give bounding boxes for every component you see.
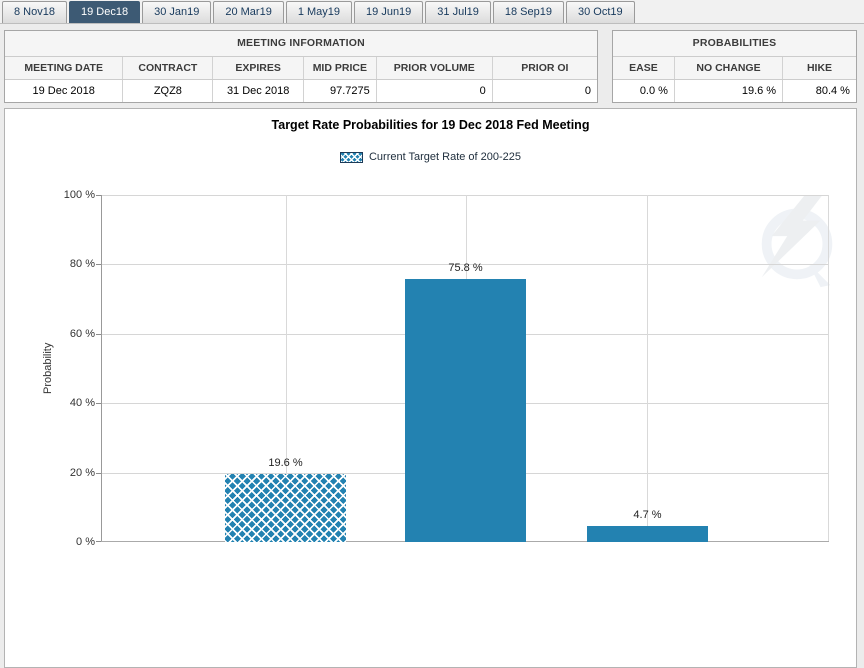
ymark-60 [96, 334, 101, 335]
tab-8-nov18[interactable]: 8 Nov18 [2, 1, 67, 23]
meeting-information-title: MEETING INFORMATION [5, 31, 597, 57]
gridline-80 [101, 264, 829, 265]
col-meeting-date: MEETING DATE [5, 57, 124, 79]
col-no-change: NO CHANGE [675, 57, 784, 79]
tab-18-sep19[interactable]: 18 Sep19 [492, 1, 564, 23]
bar-value-label: 75.8 % [448, 261, 483, 274]
value-mid-price: 97.7275 [304, 80, 377, 102]
value-contract: ZQZ8 [123, 80, 214, 102]
col-mid-price: MID PRICE [304, 57, 377, 79]
probabilities-title: PROBABILITIES [613, 31, 856, 57]
ymark-100 [96, 195, 101, 196]
legend-crosshatch-swatch-icon [339, 151, 363, 163]
summary-tables-row: MEETING INFORMATION MEETING DATE CONTRAC… [4, 30, 857, 103]
bar-value-label: 19.6 % [268, 457, 303, 469]
col-contract: CONTRACT [123, 57, 214, 79]
chart-title: Target Rate Probabilities for 19 Dec 201… [271, 118, 590, 132]
tab-19-dec18[interactable]: 19 Dec18 [68, 1, 141, 23]
col-prior-oi: PRIOR OI [521, 62, 569, 74]
meeting-date-tabbar: 8 Nov18 19 Dec18 30 Jan19 20 Mar19 1 May… [0, 0, 864, 24]
y-axis-line [101, 195, 102, 542]
plot-area: 19.6 % 75.8 % 4.7 % [96, 195, 829, 542]
bar-group-2: 75.8 % [405, 195, 526, 542]
bar-group-3: 4.7 % [587, 195, 708, 542]
bar-group-current-target: 19.6 % [225, 195, 346, 542]
gridline-100 [101, 195, 829, 196]
chart-legend: Current Target Rate of 200-225 [5, 150, 856, 164]
value-ease: 0.0 % [613, 80, 675, 102]
ymark-20 [96, 473, 101, 474]
meeting-information-header-row: MEETING DATE CONTRACT EXPIRES MID PRICE … [5, 57, 597, 80]
value-expires: 31 Dec 2018 [213, 80, 304, 102]
tab-1-may19[interactable]: 1 May19 [285, 1, 353, 23]
col-ease: EASE [613, 57, 675, 79]
ytick-80: 80 % [69, 258, 95, 270]
value-prior-oi: 0 [584, 85, 591, 97]
y-axis-title: Probability [42, 342, 54, 395]
ymark-40 [96, 403, 101, 404]
chart-panel: Target Rate Probabilities for 19 Dec 201… [4, 108, 857, 668]
value-no-change: 19.6 % [675, 80, 784, 102]
tab-30-oct19[interactable]: 30 Oct19 [566, 1, 635, 23]
probabilities-table: PROBABILITIES EASE NO CHANGE HIKE 0.0 % … [612, 30, 857, 103]
legend-label: Current Target Rate of 200-225 [368, 151, 522, 163]
col-hike: HIKE [806, 62, 833, 74]
meeting-information-table: MEETING INFORMATION MEETING DATE CONTRAC… [4, 30, 598, 103]
tab-31-jul19[interactable]: 31 Jul19 [425, 1, 491, 23]
probabilities-value-row: 0.0 % 19.6 % 80.4 % [613, 80, 856, 102]
ytick-40: 40 % [69, 397, 95, 409]
col-prior-volume: PRIOR VOLUME [377, 57, 493, 79]
ymark-0 [96, 541, 101, 542]
col-expires: EXPIRES [213, 57, 304, 79]
tab-20-mar19[interactable]: 20 Mar19 [213, 1, 284, 23]
ytick-20: 20 % [69, 467, 95, 479]
ytick-100: 100 % [63, 189, 95, 201]
bar-3[interactable] [587, 525, 708, 542]
vgridline-right-edge [828, 195, 829, 542]
ytick-0: 0 % [76, 536, 95, 548]
bar-current-target-rate[interactable] [225, 474, 346, 542]
value-prior-volume: 0 [377, 80, 493, 102]
value-hike: 80.4 % [815, 85, 850, 97]
bar-value-label: 4.7 % [633, 508, 662, 521]
tab-30-jan19[interactable]: 30 Jan19 [142, 1, 212, 23]
ytick-60: 60 % [69, 328, 95, 340]
probabilities-header-row: EASE NO CHANGE HIKE [613, 57, 856, 80]
meeting-information-value-row: 19 Dec 2018 ZQZ8 31 Dec 2018 97.7275 0 0 [5, 80, 597, 102]
ymark-80 [96, 264, 101, 265]
tab-19-jun19[interactable]: 19 Jun19 [354, 1, 424, 23]
bar-2[interactable] [405, 278, 526, 542]
vgridline-1 [286, 195, 287, 542]
vgridline-3 [647, 195, 648, 542]
value-meeting-date: 19 Dec 2018 [5, 80, 124, 102]
